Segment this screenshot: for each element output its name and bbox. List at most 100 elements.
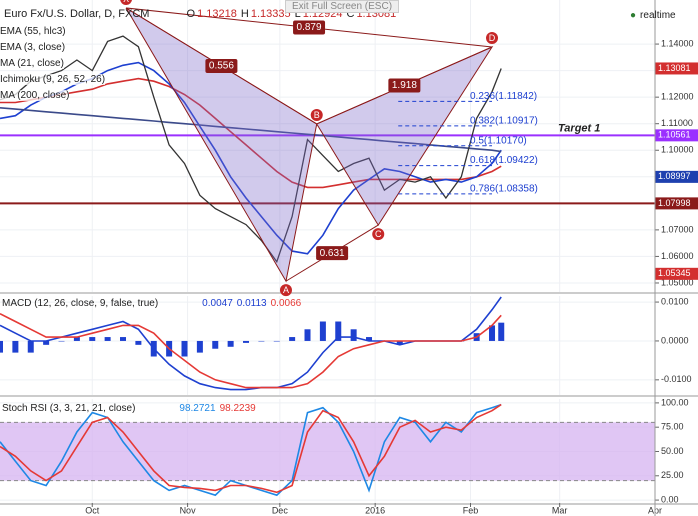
y-tick-label: 50.00 bbox=[661, 446, 684, 456]
price-axis-bg bbox=[655, 0, 698, 516]
macd-value: 0.0047 bbox=[202, 298, 233, 309]
histogram-bar bbox=[227, 340, 234, 347]
price-tag-label: 1.10561 bbox=[658, 130, 691, 140]
price-tag bbox=[655, 62, 698, 75]
pattern-point-label: A bbox=[283, 285, 289, 295]
y-tick-label: 0.0000 bbox=[661, 335, 689, 345]
series-line bbox=[0, 312, 502, 389]
stoch-header: Stoch RSI (3, 3, 21, 21, close) 98.2721 98… bbox=[2, 403, 264, 414]
ohlc-label: H bbox=[240, 8, 249, 20]
fib-label: 0.786(1.08358) bbox=[470, 183, 538, 194]
fib-label: 0.618(1.09422) bbox=[470, 155, 538, 166]
ratio-label: 0.556 bbox=[209, 61, 234, 72]
price-tag-label: 1.05345 bbox=[658, 268, 691, 278]
histogram-bar bbox=[135, 340, 142, 345]
macd-values: 0.0047 0.0113 0.0066 bbox=[202, 298, 305, 309]
histogram-bar bbox=[289, 337, 296, 341]
histogram-bar bbox=[120, 337, 127, 341]
ratio-badge bbox=[388, 78, 421, 93]
y-tick-label: 1.06000 bbox=[661, 251, 694, 261]
ratio-badge bbox=[316, 246, 349, 261]
histogram-bar bbox=[498, 322, 505, 341]
pattern-point bbox=[310, 108, 323, 121]
histogram-bar bbox=[212, 340, 219, 349]
histogram-bar bbox=[335, 321, 342, 341]
pattern-point bbox=[486, 31, 499, 44]
histogram-bar bbox=[366, 337, 373, 341]
histogram-bar bbox=[73, 337, 80, 341]
legend-entry: EMA (3, close) bbox=[0, 42, 66, 53]
y-tick-label: 0.00 bbox=[661, 494, 679, 504]
y-tick-label: 1.07000 bbox=[661, 224, 694, 234]
y-tick-label: -0.0100 bbox=[661, 374, 692, 384]
pattern-triangle bbox=[125, 7, 318, 283]
stoch-values: 98.2721 98.2239 bbox=[179, 403, 259, 414]
pattern-point-label: D bbox=[489, 33, 496, 43]
y-tick-label: 1.10000 bbox=[661, 145, 694, 155]
histogram-bar bbox=[258, 340, 265, 342]
histogram-bar bbox=[104, 337, 111, 341]
macd-value: 0.0113 bbox=[236, 298, 267, 309]
pattern-point-label: B bbox=[314, 110, 320, 120]
histogram-bar bbox=[243, 340, 250, 343]
ohlc-value: 1.13218 bbox=[197, 8, 237, 20]
histogram-bar bbox=[396, 340, 403, 345]
legend-row: MA (21, close) bbox=[0, 56, 109, 72]
y-tick-label: 100.00 bbox=[661, 397, 689, 407]
series-line bbox=[0, 403, 502, 494]
dot: ● bbox=[630, 10, 637, 21]
y-tick-label: 0.0100 bbox=[661, 296, 689, 306]
series-line bbox=[0, 107, 502, 153]
histogram-bar bbox=[319, 321, 326, 341]
histogram-bar bbox=[43, 340, 50, 345]
exit-fullscreen[interactable]: Exit Full Screen (ESC) bbox=[285, 0, 400, 13]
legend-row: EMA (3, close) bbox=[0, 40, 109, 56]
price-tag bbox=[655, 267, 698, 280]
stoch-title: Stoch RSI (3, 3, 21, 21, close) bbox=[2, 403, 136, 414]
fib-label: 0.236(1.11842) bbox=[470, 91, 537, 102]
series-line bbox=[0, 403, 502, 497]
macd-value: 0.0066 bbox=[270, 298, 302, 309]
band bbox=[0, 422, 655, 481]
y-tick-label: 1.12000 bbox=[661, 92, 694, 102]
price-tag-label: 1.07998 bbox=[658, 198, 691, 208]
legend-entry: MA (21, close) bbox=[0, 58, 64, 69]
pattern-point-label: X bbox=[123, 0, 129, 4]
price-tag-label: 1.13081 bbox=[658, 63, 691, 73]
legend-entry: MA (200, close) bbox=[0, 90, 70, 101]
ohlc-label: O bbox=[186, 8, 196, 20]
histogram-bar bbox=[350, 329, 357, 341]
y-tick-label: 1.05000 bbox=[661, 277, 694, 287]
ratio-label: 0.631 bbox=[320, 248, 345, 259]
histogram-bar bbox=[196, 340, 203, 353]
price-line bbox=[0, 35, 502, 264]
ratio-badge bbox=[205, 58, 238, 73]
x-tick-label: Mar bbox=[552, 505, 568, 515]
histogram-bar bbox=[58, 340, 65, 342]
macd-header: MACD (12, 26, close, 9, false, true) 0.00… bbox=[2, 298, 309, 309]
histogram-bar bbox=[489, 325, 496, 341]
pattern-point bbox=[120, 0, 132, 5]
pattern-point-label: C bbox=[375, 229, 382, 239]
histogram-bar bbox=[0, 340, 3, 353]
price-tag bbox=[655, 170, 698, 183]
price-tag bbox=[655, 129, 698, 142]
legend-row: EMA (55, hlc3) bbox=[0, 24, 109, 40]
x-tick-label: Dec bbox=[272, 505, 289, 515]
fib-label: 0.382(1.10917) bbox=[470, 116, 538, 127]
symbol-title: Euro Fx/U.S. Dollar, D, FXCM bbox=[4, 8, 150, 20]
stoch-value: 98.2239 bbox=[219, 403, 256, 414]
pattern-point bbox=[372, 228, 385, 241]
y-tick-label: 1.14000 bbox=[661, 38, 694, 48]
legend-entry: Ichimoku (9, 26, 52, 26) bbox=[0, 74, 106, 85]
x-tick-label: Oct bbox=[85, 505, 100, 515]
x-tick-label: Nov bbox=[180, 505, 197, 515]
ohlc-label: L bbox=[294, 8, 301, 20]
y-tick-label: 1.11000 bbox=[661, 118, 693, 128]
fib-label: 0.5(1.10170) bbox=[470, 135, 527, 146]
histogram-bar bbox=[304, 329, 311, 341]
histogram-bar bbox=[273, 340, 280, 342]
studies-legend: EMA (55, hlc3) EMA (3, close) MA (21, clos… bbox=[0, 24, 109, 104]
